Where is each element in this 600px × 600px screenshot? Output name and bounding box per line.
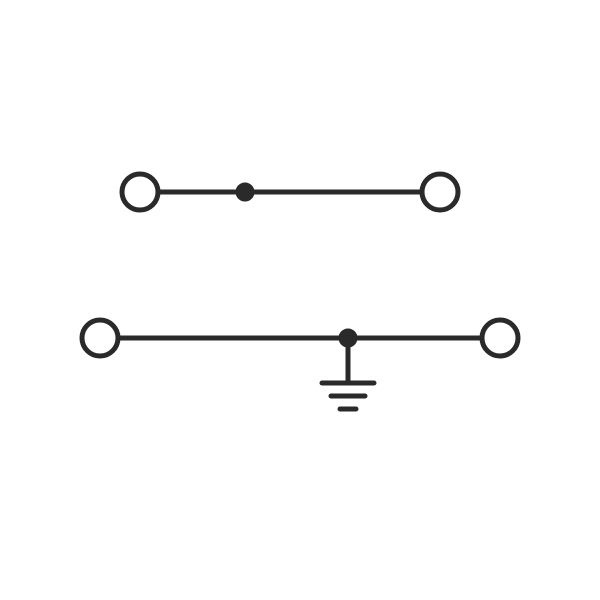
circuit-schematic	[0, 0, 600, 600]
top-junction-node	[238, 185, 252, 199]
schematic-layer	[82, 174, 518, 409]
bottom-left-terminal	[82, 320, 118, 356]
bottom-right-terminal	[482, 320, 518, 356]
top-right-terminal	[422, 174, 458, 210]
top-left-terminal	[122, 174, 158, 210]
